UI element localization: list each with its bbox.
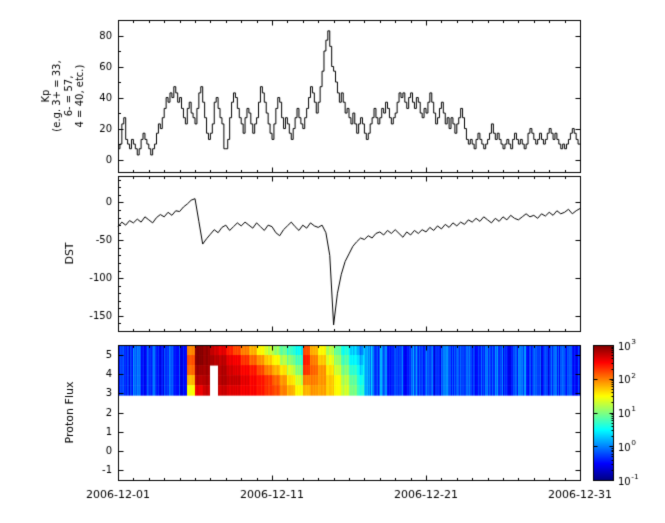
plot-canvas [0,0,665,523]
space-weather-figure [0,0,665,523]
